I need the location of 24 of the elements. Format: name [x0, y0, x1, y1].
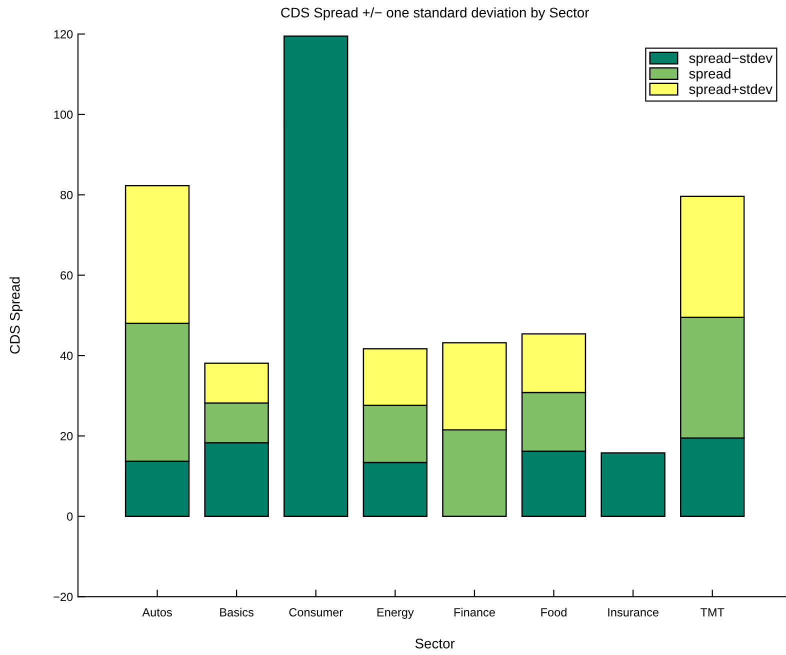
x-tick-label: Finance — [454, 608, 495, 616]
y-tick-label: 120 — [54, 30, 73, 38]
x-tick-label: Insurance — [608, 608, 658, 616]
y-tick-label: −20 — [54, 592, 73, 602]
bar — [284, 35, 348, 517]
legend-label: spread−stdev — [689, 52, 772, 66]
y-tick-label: 100 — [54, 110, 73, 119]
x-tick-label: Food — [541, 608, 566, 616]
y-tick-label: 0 — [67, 512, 73, 521]
y-tick-label: 60 — [60, 271, 73, 280]
x-tick-label: Energy — [377, 608, 414, 619]
chart-title: CDS Spread +/− one standard deviation by Sector — [281, 7, 590, 20]
x-tick-label: Autos — [142, 608, 172, 616]
x-tick-label: TMT — [700, 608, 724, 616]
y-axis-title: CDS Spread — [10, 277, 23, 354]
legend-label: spread — [689, 68, 730, 82]
y-tick-label: 80 — [60, 190, 73, 200]
y-tick-label: 20 — [60, 432, 73, 440]
x-tick-label: Consumer — [289, 608, 343, 616]
x-axis-title: Sector — [415, 638, 455, 648]
y-tick-label: 40 — [60, 352, 73, 360]
x-tick-label: Basics — [220, 608, 254, 616]
bar — [600, 452, 666, 517]
legend-label: spread+stdev — [689, 84, 772, 97]
